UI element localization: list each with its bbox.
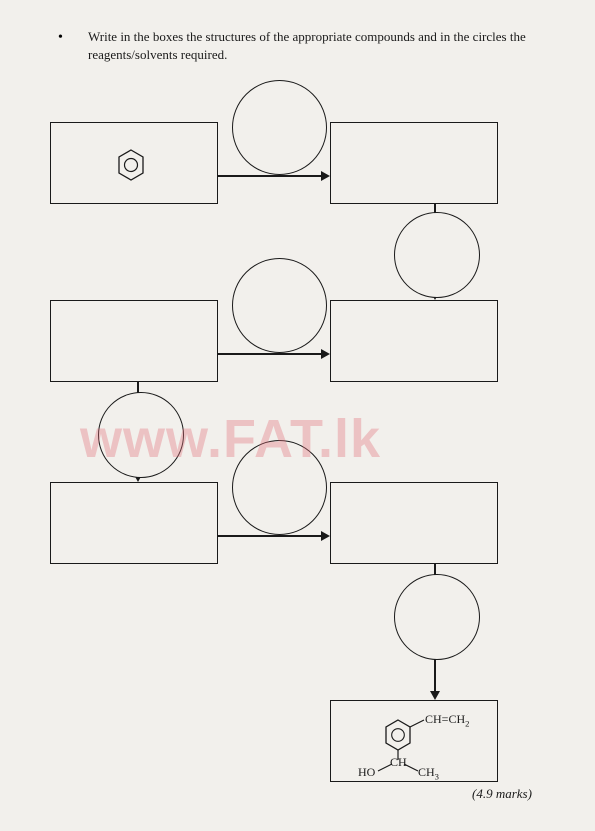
reagent-circle xyxy=(98,392,184,478)
arrow-line xyxy=(218,175,322,177)
compound-box xyxy=(330,122,498,204)
substituent-vinyl: CH=CH2 xyxy=(425,712,469,728)
compound-box xyxy=(50,300,218,382)
arrow-line xyxy=(218,535,322,537)
arrow-head xyxy=(321,531,330,541)
substituent-oh: HO xyxy=(358,765,375,780)
marks-label: (4.9 marks) xyxy=(472,786,532,802)
instruction-text: Write in the boxes the structures of the… xyxy=(88,28,563,63)
reagent-circle xyxy=(232,440,327,535)
instruction-block: • Write in the boxes the structures of t… xyxy=(58,28,563,63)
reagent-circle xyxy=(394,212,480,298)
arrow-head xyxy=(321,349,330,359)
arrow-line xyxy=(218,353,322,355)
benzene-icon xyxy=(116,148,146,187)
arrow-head xyxy=(430,691,440,700)
compound-box xyxy=(330,482,498,564)
compound-box xyxy=(50,482,218,564)
bullet: • xyxy=(58,30,63,46)
substituent-methyl: CH3 xyxy=(418,765,439,781)
reagent-circle xyxy=(232,80,327,175)
reagent-circle xyxy=(232,258,327,353)
compound-box xyxy=(330,300,498,382)
arrow-head xyxy=(321,171,330,181)
product-structure: CH=CH2 CH HO CH3 xyxy=(338,706,493,776)
reagent-circle xyxy=(394,574,480,660)
substituent-ch: CH xyxy=(390,755,407,770)
